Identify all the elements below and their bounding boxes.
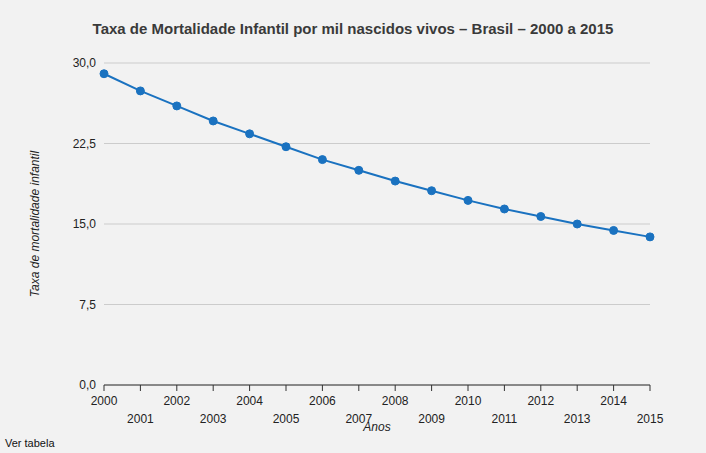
svg-text:15,0: 15,0 [73,217,97,231]
svg-text:2011: 2011 [491,412,517,426]
svg-text:2001: 2001 [127,412,154,426]
svg-text:2005: 2005 [273,412,300,426]
svg-text:2009: 2009 [418,412,445,426]
html-text:Ver tabela: Ver tabela [5,437,55,449]
svg-text:2012: 2012 [527,394,554,408]
svg-text:2002: 2002 [163,394,190,408]
svg-text:2010: 2010 [455,394,482,408]
svg-text:30,0: 30,0 [73,56,97,70]
html-text:Taxa de Mortalidade Infantil p: Taxa de Mortalidade Infantil por mil nas… [92,20,614,37]
svg-text:2007: 2007 [345,412,373,426]
svg-text:2000: 2000 [91,394,118,408]
svg-text:2008: 2008 [382,394,409,408]
svg-text:Taxa de mortalidade infantil: Taxa de mortalidade infantil [28,151,42,298]
svg-text:2004: 2004 [236,394,263,408]
svg-text:2014: 2014 [600,394,627,408]
svg-text:22,5: 22,5 [73,137,97,151]
svg-text:2015: 2015 [637,412,664,426]
svg-text:2003: 2003 [200,412,227,426]
svg-text:0,0: 0,0 [79,378,96,392]
svg-text:7,5: 7,5 [79,298,96,312]
svg-text:2013: 2013 [564,412,591,426]
svg-text:2006: 2006 [309,394,336,408]
html-text:Anos: Anos [363,420,391,434]
